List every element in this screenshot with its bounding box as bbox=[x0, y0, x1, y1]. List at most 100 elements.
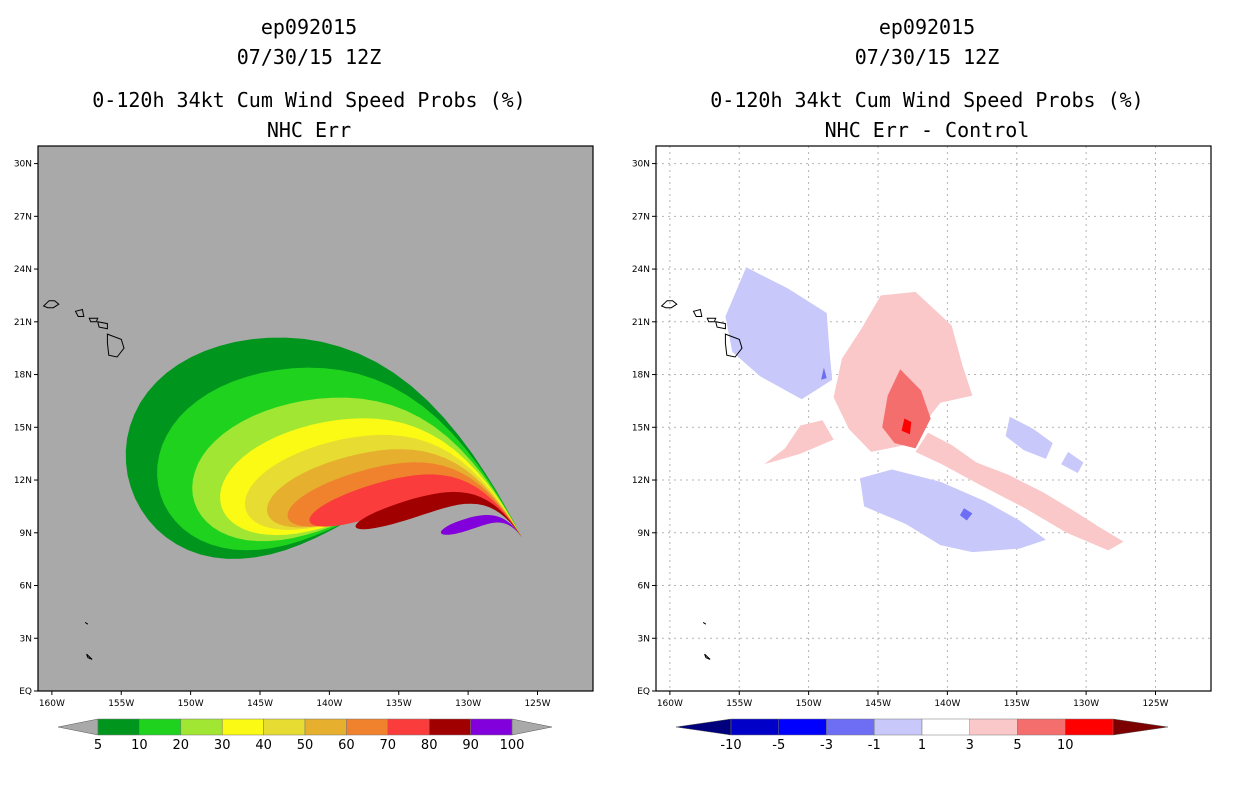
y-tick-label: 15N bbox=[632, 423, 650, 433]
colorbar-label: 90 bbox=[462, 738, 479, 753]
y-tick-label: 3N bbox=[20, 634, 32, 644]
probability-band bbox=[355, 491, 523, 538]
colorbar-label: 1 bbox=[918, 738, 926, 753]
colorbar-swatch bbox=[139, 718, 182, 736]
x-tick-label: 150W bbox=[796, 699, 822, 709]
colorbar-label: 80 bbox=[421, 738, 438, 753]
x-tick-label: 145W bbox=[247, 699, 273, 709]
map-contents bbox=[42, 300, 523, 660]
colorbar-label: 50 bbox=[297, 738, 314, 753]
colorbar-label: 40 bbox=[255, 738, 272, 753]
x-tick-label: 130W bbox=[455, 699, 481, 709]
colorbar-label: 100 bbox=[500, 738, 525, 753]
y-tick-label: 30N bbox=[14, 160, 32, 170]
colorbar-swatch bbox=[730, 718, 779, 736]
difference-region bbox=[821, 367, 827, 380]
colorbar-label: 5 bbox=[1013, 738, 1021, 753]
chart-subtitle: NHC Err bbox=[266, 118, 352, 142]
y-tick-label: EQ bbox=[637, 687, 650, 697]
colorbar-label: 70 bbox=[380, 738, 397, 753]
colorbar-label: -3 bbox=[820, 738, 833, 753]
colorbar-swatch bbox=[180, 718, 223, 736]
x-tick-label: 135W bbox=[1004, 699, 1030, 709]
colorbar-swatch bbox=[778, 718, 827, 736]
island-outline bbox=[84, 621, 89, 625]
map-frame bbox=[655, 145, 1212, 692]
y-tick-label: 15N bbox=[14, 423, 32, 433]
chart-panel-nhc-err: ep092015 07/30/15 12Z 0-120h 34kt Cum Wi… bbox=[14, 15, 594, 753]
colorbar-label: -5 bbox=[772, 738, 785, 753]
y-tick-label: 3N bbox=[638, 634, 650, 644]
colorbar-label: 30 bbox=[214, 738, 231, 753]
colorbar-label: 5 bbox=[94, 738, 102, 753]
y-tick-label: 9N bbox=[20, 529, 32, 539]
difference-region bbox=[1061, 451, 1084, 473]
colorbar-under-arrow bbox=[675, 718, 732, 736]
island-outline bbox=[42, 300, 60, 309]
difference-region bbox=[725, 267, 833, 400]
y-tick-label: 9N bbox=[638, 529, 650, 539]
x-tick-label: 155W bbox=[726, 699, 752, 709]
y-tick-label: EQ bbox=[19, 687, 32, 697]
island-outline bbox=[692, 308, 703, 317]
x-tick-label: 140W bbox=[316, 699, 342, 709]
y-tick-label: 18N bbox=[632, 371, 650, 381]
chart-title: 0-120h 34kt Cum Wind Speed Probs (%) bbox=[710, 88, 1144, 112]
colorbar-swatch bbox=[1065, 718, 1114, 736]
x-tick-label: 160W bbox=[657, 699, 683, 709]
colorbar-swatch bbox=[304, 718, 347, 736]
difference-region bbox=[860, 469, 1046, 553]
colorbar-swatch bbox=[470, 718, 513, 736]
colorbar-label: 60 bbox=[338, 738, 355, 753]
storm-id-title: ep092015 bbox=[878, 15, 976, 39]
chart-panel-difference: ep092015 07/30/15 12Z 0-120h 34kt Cum Wi… bbox=[618, 0, 1236, 800]
map-contents bbox=[656, 146, 1211, 691]
colorbar-label: 20 bbox=[173, 738, 190, 753]
chart-subtitle: NHC Err - Control bbox=[824, 118, 1030, 142]
y-tick-label: 21N bbox=[632, 318, 650, 328]
difference-region bbox=[901, 418, 912, 435]
difference-region bbox=[1005, 416, 1053, 459]
x-tick-label: 125W bbox=[524, 699, 550, 709]
colorbar-swatch bbox=[97, 718, 140, 736]
colorbar-label: 10 bbox=[131, 738, 148, 753]
colorbar-swatch bbox=[428, 718, 471, 736]
island-outline bbox=[715, 321, 726, 330]
island-outline bbox=[704, 653, 711, 660]
island-outline bbox=[660, 300, 678, 309]
island-outline bbox=[97, 321, 108, 330]
island-outline bbox=[106, 333, 125, 358]
island-outline bbox=[706, 317, 717, 323]
difference-region bbox=[915, 432, 1124, 551]
colorbar-label: -10 bbox=[720, 738, 741, 753]
colorbar-swatch bbox=[263, 718, 306, 736]
x-tick-label: 135W bbox=[386, 699, 412, 709]
difference-region bbox=[764, 420, 834, 465]
y-tick-label: 12N bbox=[632, 476, 650, 486]
colorbar-label: 10 bbox=[1057, 738, 1074, 753]
y-tick-label: 30N bbox=[632, 160, 650, 170]
colorbar-swatch bbox=[221, 718, 264, 736]
island-outline bbox=[86, 653, 93, 660]
difference-region bbox=[959, 508, 973, 521]
colorbar-swatch bbox=[969, 718, 1018, 736]
colorbar-swatch bbox=[874, 718, 923, 736]
colorbar-over-arrow bbox=[511, 718, 553, 736]
x-tick-label: 125W bbox=[1142, 699, 1168, 709]
datetime-title: 07/30/15 12Z bbox=[854, 45, 1000, 69]
map-background bbox=[656, 146, 1211, 691]
y-tick-label: 6N bbox=[20, 582, 32, 592]
x-tick-label: 155W bbox=[108, 699, 134, 709]
difference-region bbox=[882, 369, 931, 449]
colorbar-swatch bbox=[346, 718, 389, 736]
x-tick-label: 160W bbox=[39, 699, 65, 709]
x-tick-label: 140W bbox=[934, 699, 960, 709]
y-tick-label: 27N bbox=[632, 212, 650, 222]
map-frame bbox=[37, 145, 594, 692]
y-tick-label: 21N bbox=[14, 318, 32, 328]
chart-title: 0-120h 34kt Cum Wind Speed Probs (%) bbox=[92, 88, 526, 112]
y-tick-label: 18N bbox=[14, 371, 32, 381]
storm-id-title: ep092015 bbox=[260, 15, 358, 39]
colorbar-label: -1 bbox=[868, 738, 881, 753]
datetime-title: 07/30/15 12Z bbox=[236, 45, 382, 69]
